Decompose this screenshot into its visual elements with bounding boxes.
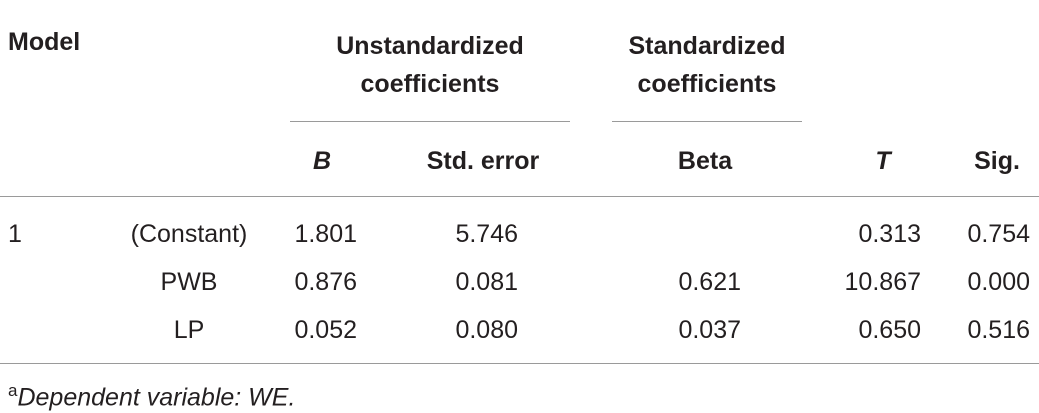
value-cell: 10.867 [844, 268, 921, 296]
value-cell: 0.754 [967, 220, 1030, 248]
value-cell: 0.516 [967, 316, 1030, 344]
value-cell: 0.052 [294, 316, 357, 344]
footnote-marker: a [8, 381, 18, 400]
value-cell: 0.037 [678, 316, 741, 344]
value-cell: 0.080 [455, 316, 518, 344]
bottom-rule [0, 363, 1039, 364]
group-rule [290, 121, 570, 122]
group-header: Unstandardized coefficients [336, 32, 524, 98]
value-cell: 0.876 [294, 268, 357, 296]
column-header: T [875, 147, 891, 175]
value-cell: 0.313 [858, 220, 921, 248]
column-header: Beta [677, 147, 733, 175]
model-cell: 1 [8, 220, 22, 248]
value-cell: 5.746 [455, 220, 518, 248]
column-header: Sig. [974, 147, 1020, 175]
header-rule [0, 196, 1039, 197]
column-header: B [312, 147, 332, 175]
term-cell: LP [173, 316, 205, 344]
footnote-text: Dependent variable: WE. [17, 383, 296, 412]
footnote: aDependent variable: WE. [8, 376, 295, 412]
group-header: Standardized coefficients [628, 32, 786, 98]
value-cell: 0.000 [967, 268, 1030, 296]
value-cell: 1.801 [294, 220, 357, 248]
term-cell: (Constant) [130, 220, 248, 248]
group-rule [612, 121, 802, 122]
value-cell: 0.081 [455, 268, 518, 296]
term-cell: PWB [160, 268, 218, 296]
model-header: Model [8, 28, 81, 56]
value-cell: 0.650 [858, 316, 921, 344]
value-cell: 0.621 [678, 268, 741, 296]
column-header: Std. error [426, 147, 540, 175]
